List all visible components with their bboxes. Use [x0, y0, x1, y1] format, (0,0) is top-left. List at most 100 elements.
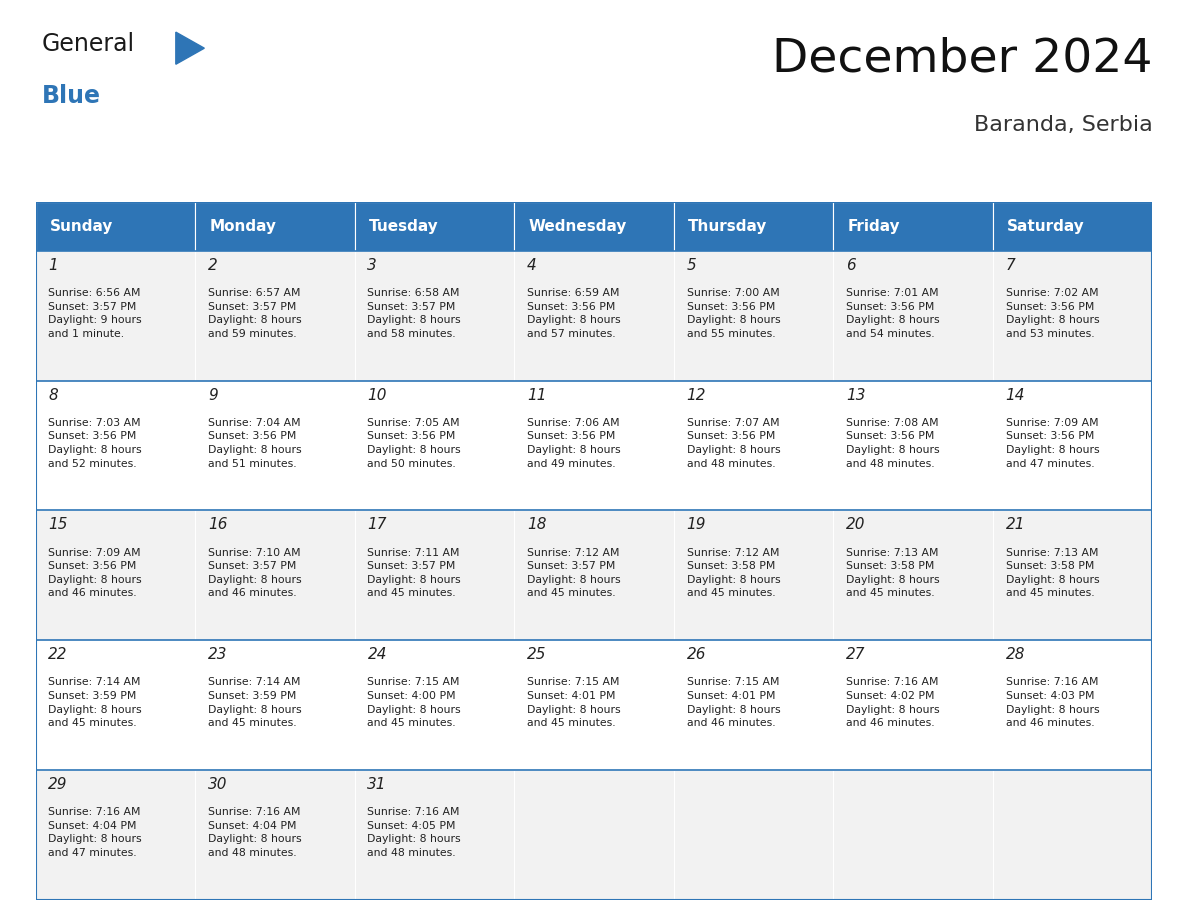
Text: 7: 7 [1005, 258, 1016, 273]
Text: 29: 29 [49, 777, 68, 792]
Text: Sunrise: 6:58 AM
Sunset: 3:57 PM
Daylight: 8 hours
and 58 minutes.: Sunrise: 6:58 AM Sunset: 3:57 PM Dayligh… [367, 288, 461, 339]
Bar [514, 510, 674, 640]
Bar [833, 381, 993, 510]
Bar [36, 770, 195, 900]
Text: Sunrise: 7:14 AM
Sunset: 3:59 PM
Daylight: 8 hours
and 45 minutes.: Sunrise: 7:14 AM Sunset: 3:59 PM Dayligh… [208, 677, 302, 728]
Text: Sunrise: 7:14 AM
Sunset: 3:59 PM
Daylight: 8 hours
and 45 minutes.: Sunrise: 7:14 AM Sunset: 3:59 PM Dayligh… [49, 677, 143, 728]
Text: 28: 28 [1005, 647, 1025, 662]
Text: Saturday: Saturday [1007, 218, 1085, 234]
Text: Wednesday: Wednesday [529, 218, 627, 234]
Bar [36, 640, 195, 770]
Bar [195, 381, 355, 510]
Text: General: General [42, 32, 134, 56]
Text: Sunrise: 7:16 AM
Sunset: 4:02 PM
Daylight: 8 hours
and 46 minutes.: Sunrise: 7:16 AM Sunset: 4:02 PM Dayligh… [846, 677, 940, 728]
Text: Sunrise: 7:15 AM
Sunset: 4:01 PM
Daylight: 8 hours
and 45 minutes.: Sunrise: 7:15 AM Sunset: 4:01 PM Dayligh… [527, 677, 620, 728]
Text: Sunrise: 6:59 AM
Sunset: 3:56 PM
Daylight: 8 hours
and 57 minutes.: Sunrise: 6:59 AM Sunset: 3:56 PM Dayligh… [527, 288, 620, 339]
Text: Sunrise: 7:02 AM
Sunset: 3:56 PM
Daylight: 8 hours
and 53 minutes.: Sunrise: 7:02 AM Sunset: 3:56 PM Dayligh… [1005, 288, 1099, 339]
Bar [833, 770, 993, 900]
Text: Sunrise: 7:00 AM
Sunset: 3:56 PM
Daylight: 8 hours
and 55 minutes.: Sunrise: 7:00 AM Sunset: 3:56 PM Dayligh… [687, 288, 781, 339]
Text: Sunrise: 7:15 AM
Sunset: 4:00 PM
Daylight: 8 hours
and 45 minutes.: Sunrise: 7:15 AM Sunset: 4:00 PM Dayligh… [367, 677, 461, 728]
Text: Sunrise: 7:13 AM
Sunset: 3:58 PM
Daylight: 8 hours
and 45 minutes.: Sunrise: 7:13 AM Sunset: 3:58 PM Dayligh… [846, 547, 940, 599]
Text: 2: 2 [208, 258, 217, 273]
Bar [195, 770, 355, 900]
Text: Sunrise: 7:03 AM
Sunset: 3:56 PM
Daylight: 8 hours
and 52 minutes.: Sunrise: 7:03 AM Sunset: 3:56 PM Dayligh… [49, 418, 143, 468]
Text: Tuesday: Tuesday [369, 218, 438, 234]
Text: December 2024: December 2024 [772, 37, 1152, 82]
Text: 16: 16 [208, 518, 227, 532]
Bar [674, 640, 833, 770]
Text: 12: 12 [687, 387, 706, 402]
Text: Sunrise: 7:16 AM
Sunset: 4:04 PM
Daylight: 8 hours
and 48 minutes.: Sunrise: 7:16 AM Sunset: 4:04 PM Dayligh… [208, 807, 302, 858]
Text: 13: 13 [846, 387, 866, 402]
Bar [674, 510, 833, 640]
Text: 25: 25 [527, 647, 546, 662]
Text: 3: 3 [367, 258, 378, 273]
Bar [993, 251, 1152, 381]
Text: 4: 4 [527, 258, 537, 273]
Text: Sunrise: 7:09 AM
Sunset: 3:56 PM
Daylight: 8 hours
and 46 minutes.: Sunrise: 7:09 AM Sunset: 3:56 PM Dayligh… [49, 547, 143, 599]
Text: 31: 31 [367, 777, 387, 792]
Bar [355, 202, 514, 251]
Text: 24: 24 [367, 647, 387, 662]
Text: 11: 11 [527, 387, 546, 402]
Bar [514, 770, 674, 900]
Text: 19: 19 [687, 518, 706, 532]
Text: 23: 23 [208, 647, 227, 662]
Bar [674, 770, 833, 900]
Text: Sunrise: 7:12 AM
Sunset: 3:57 PM
Daylight: 8 hours
and 45 minutes.: Sunrise: 7:12 AM Sunset: 3:57 PM Dayligh… [527, 547, 620, 599]
Text: 10: 10 [367, 387, 387, 402]
Bar [674, 251, 833, 381]
Text: Sunrise: 7:16 AM
Sunset: 4:04 PM
Daylight: 8 hours
and 47 minutes.: Sunrise: 7:16 AM Sunset: 4:04 PM Dayligh… [49, 807, 143, 858]
Text: Sunrise: 7:01 AM
Sunset: 3:56 PM
Daylight: 8 hours
and 54 minutes.: Sunrise: 7:01 AM Sunset: 3:56 PM Dayligh… [846, 288, 940, 339]
Text: Sunrise: 7:16 AM
Sunset: 4:03 PM
Daylight: 8 hours
and 46 minutes.: Sunrise: 7:16 AM Sunset: 4:03 PM Dayligh… [1005, 677, 1099, 728]
Bar [195, 510, 355, 640]
Text: Sunrise: 7:11 AM
Sunset: 3:57 PM
Daylight: 8 hours
and 45 minutes.: Sunrise: 7:11 AM Sunset: 3:57 PM Dayligh… [367, 547, 461, 599]
Text: Blue: Blue [42, 84, 101, 108]
Bar [833, 510, 993, 640]
Bar [833, 640, 993, 770]
Bar [355, 770, 514, 900]
Bar [355, 381, 514, 510]
Text: 8: 8 [49, 387, 58, 402]
Bar [514, 202, 674, 251]
Text: Sunrise: 7:10 AM
Sunset: 3:57 PM
Daylight: 8 hours
and 46 minutes.: Sunrise: 7:10 AM Sunset: 3:57 PM Dayligh… [208, 547, 302, 599]
Text: 18: 18 [527, 518, 546, 532]
Text: Sunrise: 7:12 AM
Sunset: 3:58 PM
Daylight: 8 hours
and 45 minutes.: Sunrise: 7:12 AM Sunset: 3:58 PM Dayligh… [687, 547, 781, 599]
Text: 6: 6 [846, 258, 855, 273]
Text: Sunrise: 6:57 AM
Sunset: 3:57 PM
Daylight: 8 hours
and 59 minutes.: Sunrise: 6:57 AM Sunset: 3:57 PM Dayligh… [208, 288, 302, 339]
Bar [514, 640, 674, 770]
Text: Monday: Monday [209, 218, 277, 234]
Text: Sunrise: 7:16 AM
Sunset: 4:05 PM
Daylight: 8 hours
and 48 minutes.: Sunrise: 7:16 AM Sunset: 4:05 PM Dayligh… [367, 807, 461, 858]
Bar [355, 251, 514, 381]
Text: Sunrise: 7:09 AM
Sunset: 3:56 PM
Daylight: 8 hours
and 47 minutes.: Sunrise: 7:09 AM Sunset: 3:56 PM Dayligh… [1005, 418, 1099, 468]
Text: Sunrise: 7:05 AM
Sunset: 3:56 PM
Daylight: 8 hours
and 50 minutes.: Sunrise: 7:05 AM Sunset: 3:56 PM Dayligh… [367, 418, 461, 468]
Bar [36, 381, 195, 510]
Bar [514, 381, 674, 510]
Text: Thursday: Thursday [688, 218, 767, 234]
Bar [993, 770, 1152, 900]
Text: Sunrise: 7:06 AM
Sunset: 3:56 PM
Daylight: 8 hours
and 49 minutes.: Sunrise: 7:06 AM Sunset: 3:56 PM Dayligh… [527, 418, 620, 468]
Text: Sunrise: 7:15 AM
Sunset: 4:01 PM
Daylight: 8 hours
and 46 minutes.: Sunrise: 7:15 AM Sunset: 4:01 PM Dayligh… [687, 677, 781, 728]
Bar [355, 510, 514, 640]
Bar [674, 381, 833, 510]
Text: Friday: Friday [848, 218, 901, 234]
Text: 15: 15 [49, 518, 68, 532]
Text: Sunrise: 6:56 AM
Sunset: 3:57 PM
Daylight: 9 hours
and 1 minute.: Sunrise: 6:56 AM Sunset: 3:57 PM Dayligh… [49, 288, 143, 339]
Bar [36, 202, 195, 251]
Text: 5: 5 [687, 258, 696, 273]
Bar [833, 251, 993, 381]
Bar [36, 510, 195, 640]
Text: Baranda, Serbia: Baranda, Serbia [974, 115, 1152, 135]
Text: 20: 20 [846, 518, 866, 532]
Bar [355, 640, 514, 770]
Bar [36, 251, 195, 381]
Text: 17: 17 [367, 518, 387, 532]
Text: Sunrise: 7:07 AM
Sunset: 3:56 PM
Daylight: 8 hours
and 48 minutes.: Sunrise: 7:07 AM Sunset: 3:56 PM Dayligh… [687, 418, 781, 468]
Text: Sunrise: 7:04 AM
Sunset: 3:56 PM
Daylight: 8 hours
and 51 minutes.: Sunrise: 7:04 AM Sunset: 3:56 PM Dayligh… [208, 418, 302, 468]
Text: 22: 22 [49, 647, 68, 662]
Text: 1: 1 [49, 258, 58, 273]
Text: 26: 26 [687, 647, 706, 662]
Bar [993, 510, 1152, 640]
Bar [195, 251, 355, 381]
Text: 30: 30 [208, 777, 227, 792]
